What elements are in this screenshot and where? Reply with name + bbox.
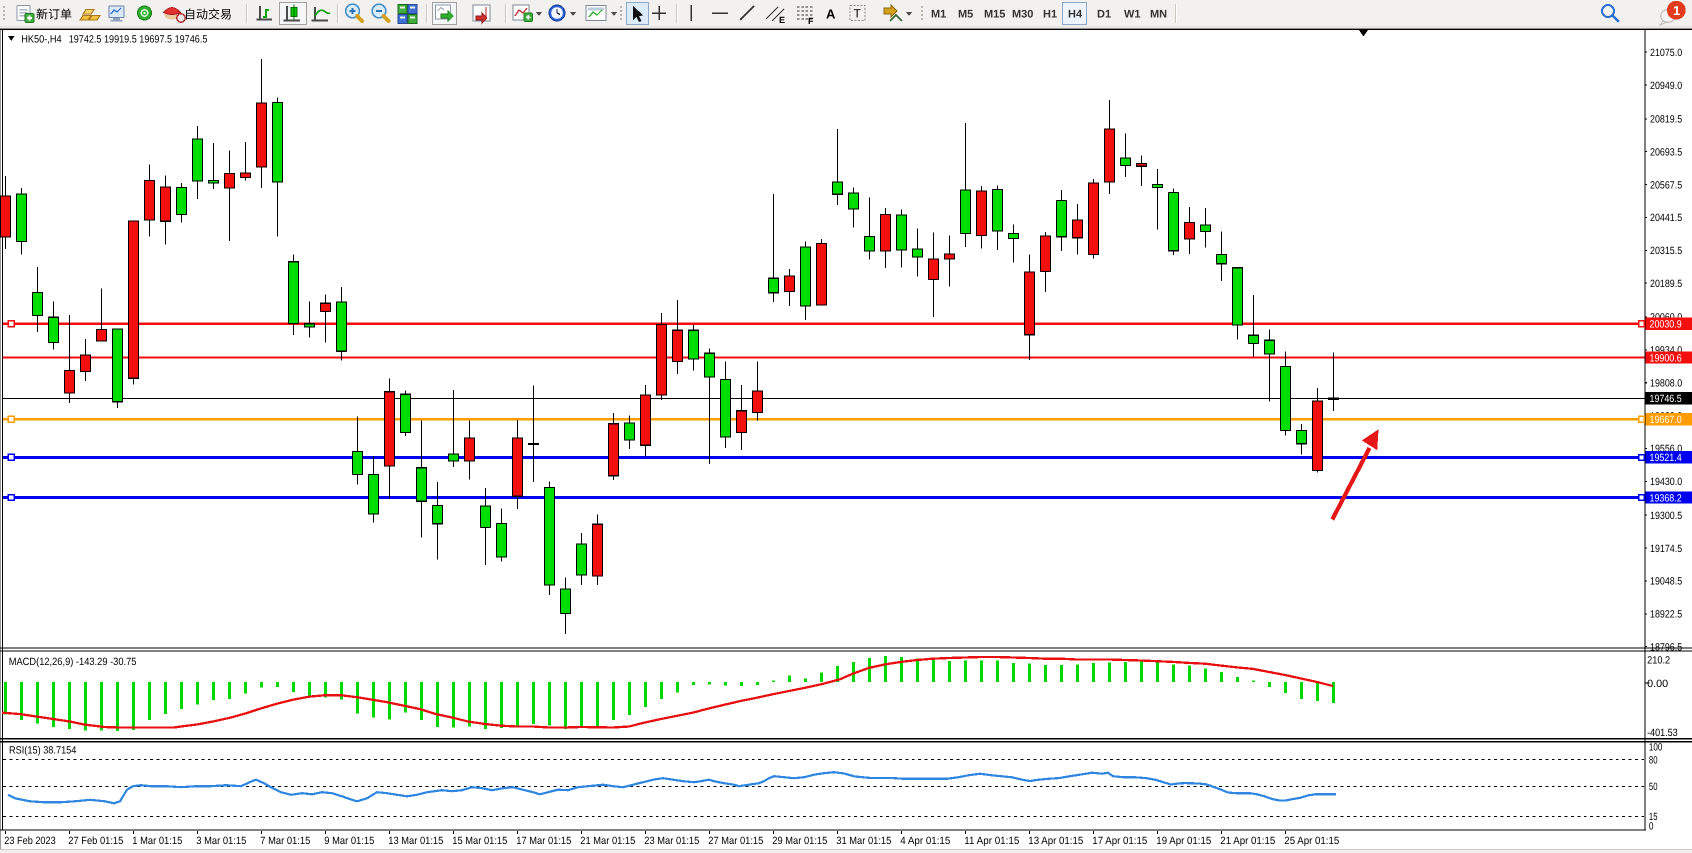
svg-text:M5: M5	[958, 9, 973, 21]
svg-text:M15: M15	[984, 9, 1005, 21]
svg-text:20441.5: 20441.5	[1650, 212, 1682, 224]
svg-text:11 Apr 01:15: 11 Apr 01:15	[964, 835, 1019, 847]
svg-text:20030.9: 20030.9	[1650, 319, 1682, 331]
svg-text:19900.6: 19900.6	[1650, 352, 1682, 364]
svg-text:D1: D1	[1097, 9, 1111, 21]
svg-text:20693.5: 20693.5	[1650, 146, 1682, 158]
svg-text:17 Mar 01:15: 17 Mar 01:15	[516, 835, 571, 847]
svg-text:50: 50	[1649, 781, 1658, 793]
svg-text:19742.5 19919.5 19697.5 19746.: 19742.5 19919.5 19697.5 19746.5	[69, 34, 208, 46]
svg-text:F: F	[808, 16, 814, 26]
svg-text:23 Feb 2023: 23 Feb 2023	[4, 835, 56, 847]
svg-text:15: 15	[1649, 811, 1658, 823]
svg-text:M1: M1	[931, 9, 946, 21]
svg-text:80: 80	[1649, 754, 1658, 766]
svg-text:-401.53: -401.53	[1647, 727, 1678, 739]
svg-text:W1: W1	[1124, 9, 1141, 21]
svg-text:1 Mar 01:15: 1 Mar 01:15	[132, 835, 182, 847]
svg-text:20189.5: 20189.5	[1650, 278, 1682, 290]
svg-text:1: 1	[1673, 3, 1680, 18]
svg-text:20315.5: 20315.5	[1650, 245, 1682, 257]
svg-text:A: A	[826, 7, 836, 22]
svg-text:HK50-,H4: HK50-,H4	[21, 34, 62, 46]
svg-text:H4: H4	[1068, 9, 1083, 21]
svg-text:20819.5: 20819.5	[1650, 114, 1682, 126]
svg-text:19430.0: 19430.0	[1650, 476, 1682, 488]
svg-text:25 Apr 01:15: 25 Apr 01:15	[1284, 835, 1339, 847]
svg-text:T: T	[854, 7, 862, 21]
svg-text:19048.5: 19048.5	[1650, 576, 1682, 588]
svg-text:自动交易: 自动交易	[184, 8, 232, 22]
svg-text:19667.0: 19667.0	[1650, 414, 1682, 426]
svg-text:21 Mar 01:15: 21 Mar 01:15	[580, 835, 635, 847]
svg-text:新订单: 新订单	[36, 8, 72, 22]
svg-text:E: E	[779, 15, 785, 25]
svg-text:18922.5: 18922.5	[1650, 609, 1682, 621]
svg-text:H1: H1	[1043, 9, 1057, 21]
svg-text:21 Apr 01:15: 21 Apr 01:15	[1220, 835, 1275, 847]
svg-text:17 Apr 01:15: 17 Apr 01:15	[1092, 835, 1147, 847]
svg-text:19808.0: 19808.0	[1650, 378, 1682, 390]
svg-text:19746.5: 19746.5	[1650, 393, 1682, 405]
svg-text:18796.5: 18796.5	[1650, 641, 1682, 653]
svg-text:19300.5: 19300.5	[1650, 510, 1682, 522]
svg-text:4 Apr 01:15: 4 Apr 01:15	[900, 835, 950, 847]
svg-text:19 Apr 01:15: 19 Apr 01:15	[1156, 835, 1211, 847]
svg-text:13 Apr 01:15: 13 Apr 01:15	[1028, 835, 1083, 847]
svg-text:0.00: 0.00	[1647, 678, 1668, 690]
svg-text:RSI(15) 38.7154: RSI(15) 38.7154	[9, 745, 77, 757]
svg-text:19521.4: 19521.4	[1650, 452, 1682, 464]
svg-text:27 Feb 01:15: 27 Feb 01:15	[68, 835, 123, 847]
svg-text:15 Mar 01:15: 15 Mar 01:15	[452, 835, 507, 847]
svg-text:210.2: 210.2	[1647, 655, 1670, 667]
svg-text:20567.5: 20567.5	[1650, 179, 1682, 191]
svg-text:31 Mar 01:15: 31 Mar 01:15	[836, 835, 891, 847]
svg-text:27 Mar 01:15: 27 Mar 01:15	[708, 835, 763, 847]
svg-text:0: 0	[1649, 821, 1654, 833]
svg-text:19174.5: 19174.5	[1650, 543, 1682, 555]
svg-text:9 Mar 01:15: 9 Mar 01:15	[324, 835, 374, 847]
svg-text:29 Mar 01:15: 29 Mar 01:15	[772, 835, 827, 847]
svg-text:3 Mar 01:15: 3 Mar 01:15	[196, 835, 246, 847]
svg-text:MN: MN	[1150, 9, 1167, 21]
svg-text:23 Mar 01:15: 23 Mar 01:15	[644, 835, 699, 847]
svg-text:M30: M30	[1012, 9, 1033, 21]
svg-text:100: 100	[1649, 741, 1663, 753]
svg-text:13 Mar 01:15: 13 Mar 01:15	[388, 835, 443, 847]
svg-text:21075.0: 21075.0	[1650, 47, 1682, 59]
svg-text:20949.0: 20949.0	[1650, 80, 1682, 92]
svg-text:MACD(12,26,9) -143.29 -30.75: MACD(12,26,9) -143.29 -30.75	[9, 656, 137, 668]
svg-text:7 Mar 01:15: 7 Mar 01:15	[260, 835, 310, 847]
svg-text:19368.2: 19368.2	[1650, 492, 1682, 504]
